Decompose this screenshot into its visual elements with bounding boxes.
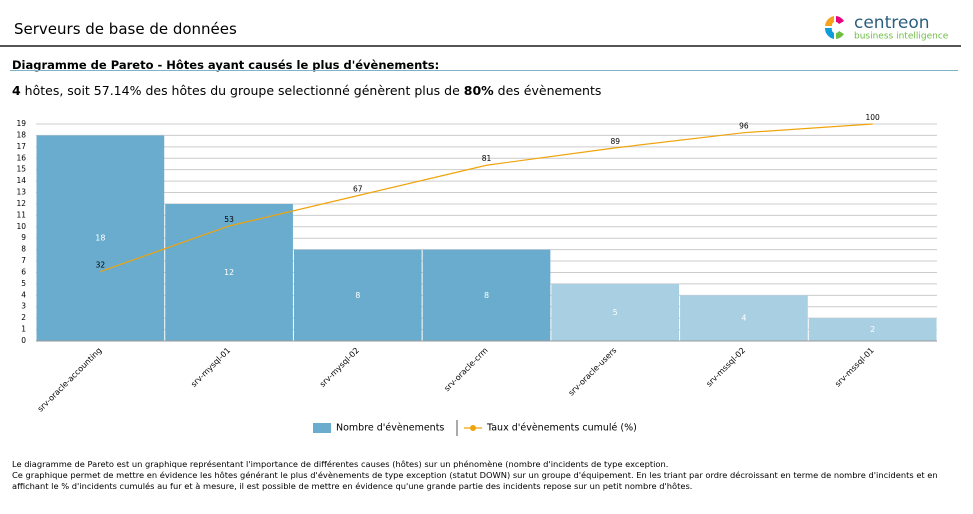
logo-part [836,31,844,39]
bar [422,249,551,341]
y-tick-label: 14 [16,176,26,185]
summary-threshold: 80% [463,83,494,98]
bar-value-label: 8 [355,291,360,300]
summary-text: des évènements [493,83,602,98]
legend-label: Taux d'évènements cumulé (%) [486,423,637,434]
y-tick-label: 2 [21,313,26,322]
y-tick-label: 0 [21,336,26,345]
y-tick-label: 4 [21,290,26,299]
line-value-label: 89 [610,137,620,146]
y-tick-label: 18 [16,130,26,139]
bar-value-label: 5 [613,308,618,317]
summary-hosts: 4 [12,83,21,98]
y-tick-label: 8 [21,245,26,254]
x-tick-label: srv-mysql-01 [189,346,232,389]
section-rule [10,70,958,71]
summary-text: hôtes, soit 57.14% des hôtes du groupe s… [20,83,464,98]
line-value-label: 96 [739,122,749,131]
header-rule [0,45,961,47]
y-tick-label: 13 [16,188,26,197]
y-tick-label: 6 [21,267,26,276]
logo-part [836,16,844,24]
x-tick-label: srv-oracle-users [567,346,619,398]
section-title: Diagramme de Pareto - Hôtes ayant causés… [12,58,440,72]
bar-value-label: 18 [95,234,105,243]
line-value-label: 32 [96,261,106,270]
footnote-line: Ce graphique permet de mettre en évidenc… [12,470,938,491]
y-tick-label: 1 [21,325,26,334]
cumulative-line [100,123,873,273]
logo: centreon business intelligence [824,14,949,42]
legend-marker [470,425,476,431]
logo-name: centreon [854,14,930,33]
bar [36,135,165,341]
page-title: Serveurs de base de données [14,20,237,38]
y-tick-label: 9 [21,233,26,242]
x-tick-label: srv-mssql-02 [704,346,747,389]
legend-label: Nombre d'évènements [336,423,444,434]
y-tick-label: 12 [16,199,26,208]
y-tick-label: 11 [16,210,26,219]
y-tick-label: 7 [21,256,26,265]
y-tick-label: 15 [16,165,26,174]
legend-swatch [313,423,331,433]
y-tick-label: 5 [21,279,26,288]
bar [808,318,937,341]
logo-part [824,28,834,39]
y-tick-label: 16 [16,153,26,162]
x-tick-label: srv-oracle-accounting [36,346,104,414]
line-value-label: 100 [865,113,880,122]
x-tick-label: srv-oracle-crm [442,346,489,393]
line-value-label: 53 [224,215,234,224]
bar-value-label: 12 [224,268,234,277]
bar [165,203,293,341]
summary: 4 hôtes, soit 57.14% des hôtes du groupe… [12,83,601,98]
y-tick-label: 17 [16,142,26,151]
x-tick-label: srv-mysql-02 [318,346,361,389]
bar-value-label: 4 [741,314,746,323]
line-value-label: 67 [353,185,363,194]
bar [551,283,680,341]
y-tick-label: 3 [21,302,26,311]
footnote-line: Le diagramme de Pareto est un graphique … [12,459,669,469]
logo-part [825,16,834,26]
x-tick-label: srv-mssql-01 [833,346,876,389]
y-tick-label: 10 [16,222,26,231]
bar [293,249,422,341]
logo-tagline: business intelligence [854,32,949,42]
bar-value-label: 2 [870,325,875,334]
line-value-label: 81 [482,154,492,163]
y-tick-label: 19 [16,119,26,128]
bar-value-label: 8 [484,291,489,300]
bar [680,295,808,341]
footnote: Le diagramme de Pareto est un graphique … [12,459,957,492]
